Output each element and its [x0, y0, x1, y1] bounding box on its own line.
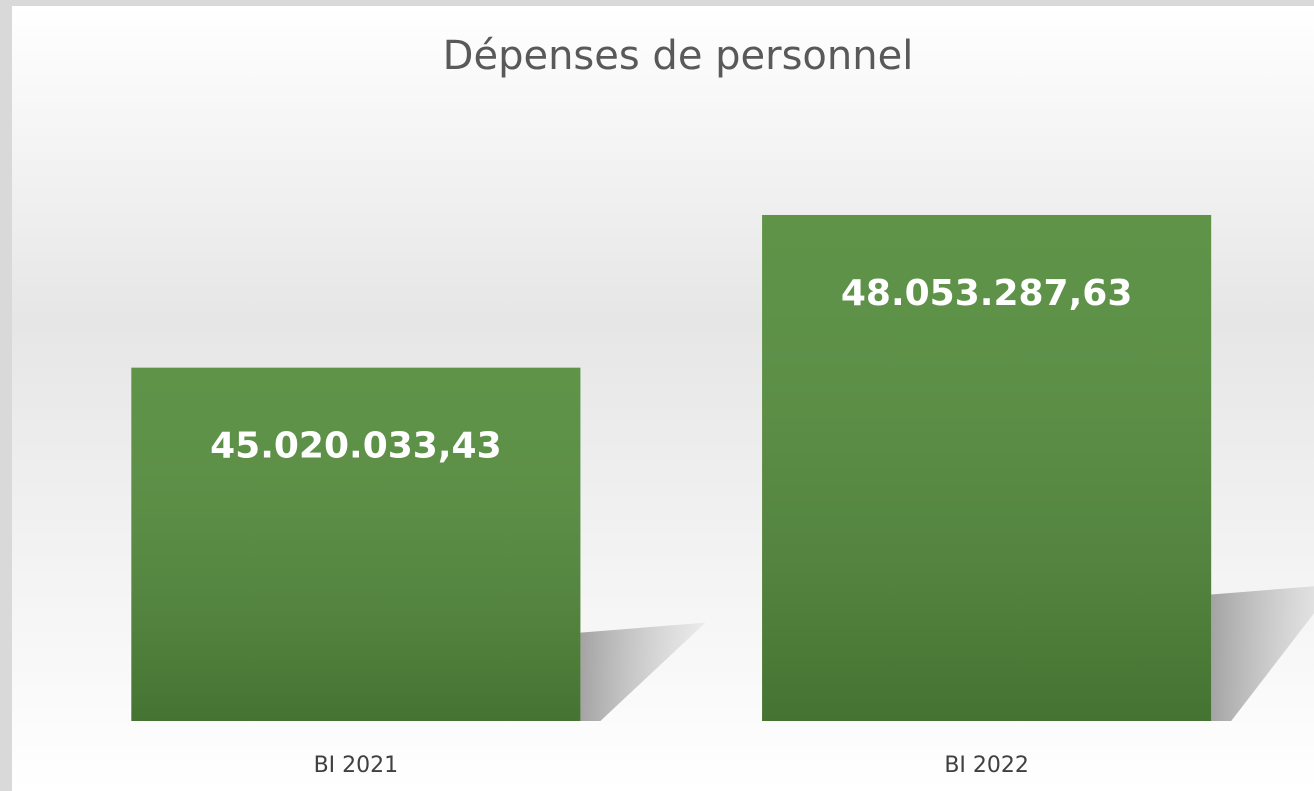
chart-title: Dépenses de personnel: [443, 33, 914, 79]
data-label: 45.020.033,43: [210, 426, 502, 467]
x-tick-label: BI 2021: [314, 753, 399, 778]
bar-shade: [762, 214, 1212, 721]
bar-shade: [131, 367, 581, 721]
x-tick-label: BI 2022: [944, 753, 1029, 778]
bar-shadow: [580, 622, 706, 721]
data-label: 48.053.287,63: [841, 273, 1133, 314]
bar-shadow: [1211, 586, 1314, 721]
